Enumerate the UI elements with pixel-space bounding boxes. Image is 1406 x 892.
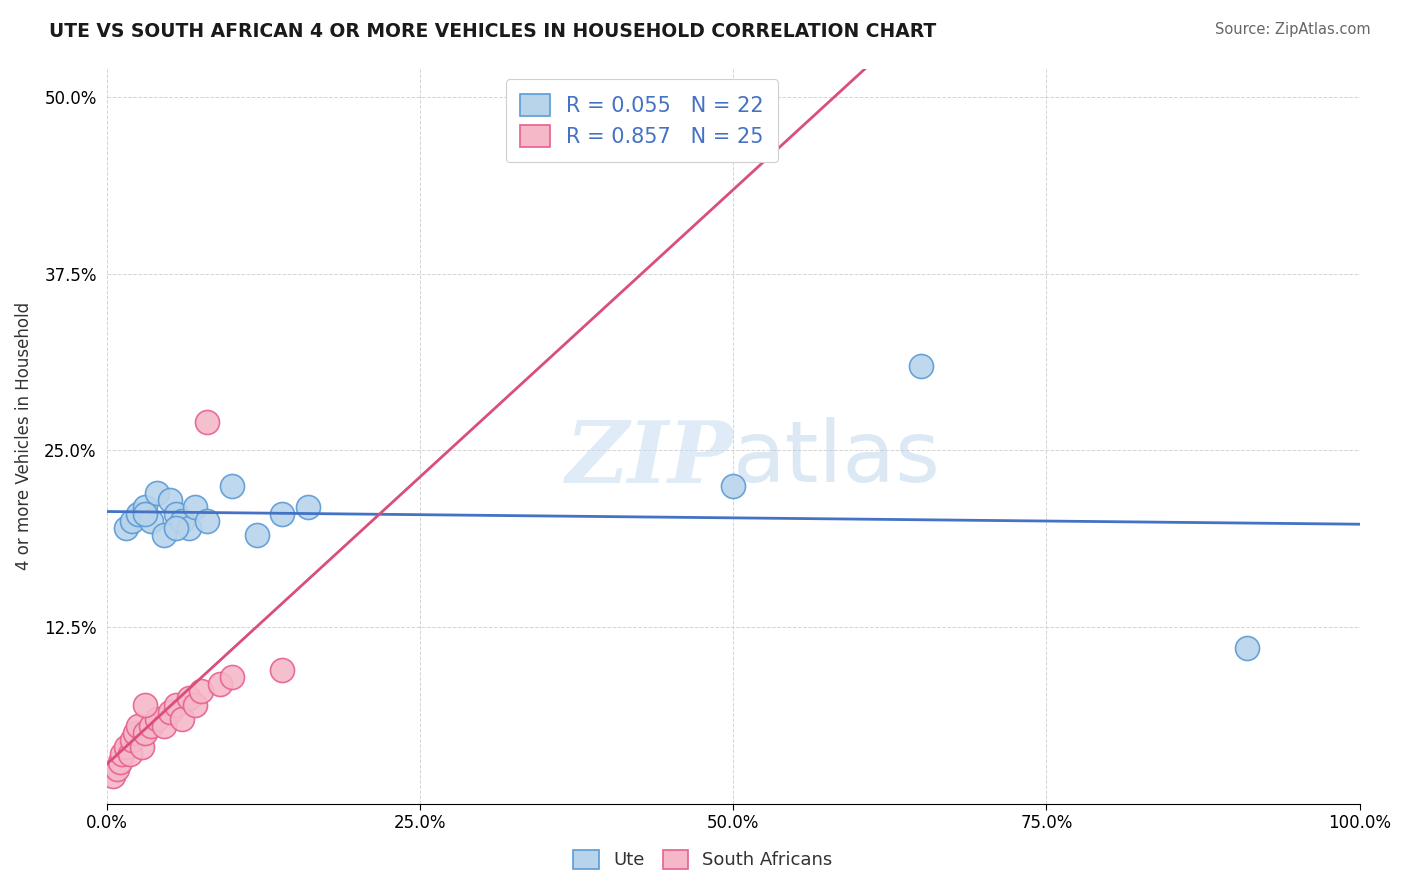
Text: ZIP: ZIP bbox=[565, 417, 734, 500]
Point bbox=[134, 500, 156, 514]
Point bbox=[165, 521, 187, 535]
Point bbox=[124, 726, 146, 740]
Point bbox=[146, 485, 169, 500]
Point bbox=[127, 507, 149, 521]
Point bbox=[146, 712, 169, 726]
Point bbox=[297, 500, 319, 514]
Point bbox=[152, 719, 174, 733]
Point bbox=[134, 507, 156, 521]
Legend: R = 0.055   N = 22, R = 0.857   N = 25: R = 0.055 N = 22, R = 0.857 N = 25 bbox=[506, 78, 779, 161]
Point bbox=[111, 747, 134, 762]
Point bbox=[190, 683, 212, 698]
Point bbox=[115, 740, 138, 755]
Point bbox=[271, 663, 294, 677]
Point bbox=[208, 677, 231, 691]
Point bbox=[121, 733, 143, 747]
Point bbox=[195, 415, 218, 429]
Point bbox=[152, 528, 174, 542]
Point bbox=[108, 755, 131, 769]
Point bbox=[134, 726, 156, 740]
Point bbox=[165, 507, 187, 521]
Legend: Ute, South Africans: Ute, South Africans bbox=[564, 840, 842, 879]
Point bbox=[159, 705, 181, 719]
Point bbox=[910, 359, 932, 373]
Point bbox=[184, 500, 207, 514]
Y-axis label: 4 or more Vehicles in Household: 4 or more Vehicles in Household bbox=[15, 302, 32, 570]
Point bbox=[271, 507, 294, 521]
Point bbox=[1236, 641, 1258, 656]
Text: Source: ZipAtlas.com: Source: ZipAtlas.com bbox=[1215, 22, 1371, 37]
Point bbox=[103, 769, 125, 783]
Point bbox=[159, 492, 181, 507]
Point bbox=[172, 514, 194, 528]
Point bbox=[177, 521, 200, 535]
Point bbox=[221, 479, 243, 493]
Point bbox=[127, 719, 149, 733]
Point bbox=[177, 690, 200, 705]
Point bbox=[184, 698, 207, 712]
Point bbox=[105, 762, 128, 776]
Point bbox=[165, 698, 187, 712]
Point bbox=[723, 479, 745, 493]
Point bbox=[172, 712, 194, 726]
Point bbox=[246, 528, 269, 542]
Point bbox=[139, 719, 162, 733]
Point bbox=[134, 698, 156, 712]
Text: atlas: atlas bbox=[734, 417, 942, 500]
Point bbox=[115, 521, 138, 535]
Point bbox=[139, 514, 162, 528]
Point bbox=[221, 670, 243, 684]
Point bbox=[121, 514, 143, 528]
Point bbox=[118, 747, 141, 762]
Point bbox=[195, 514, 218, 528]
Point bbox=[131, 740, 153, 755]
Text: UTE VS SOUTH AFRICAN 4 OR MORE VEHICLES IN HOUSEHOLD CORRELATION CHART: UTE VS SOUTH AFRICAN 4 OR MORE VEHICLES … bbox=[49, 22, 936, 41]
